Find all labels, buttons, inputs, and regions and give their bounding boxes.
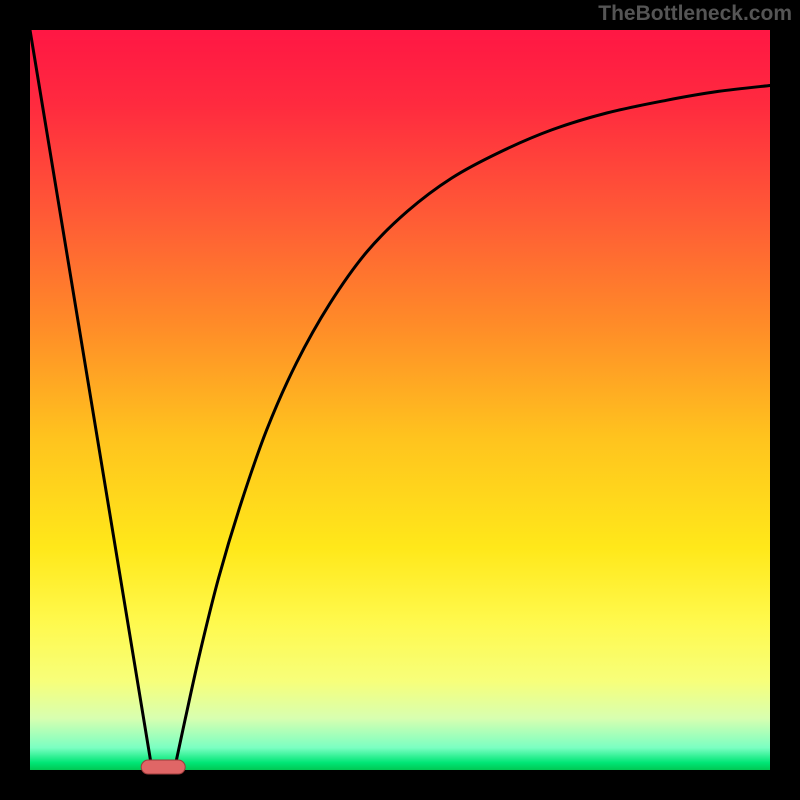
chart-container: TheBottleneck.com: [0, 0, 800, 800]
watermark-text: TheBottleneck.com: [598, 2, 792, 26]
plot-gradient-background: [30, 30, 770, 770]
chart-svg: [0, 0, 800, 800]
dip-marker: [141, 760, 185, 774]
